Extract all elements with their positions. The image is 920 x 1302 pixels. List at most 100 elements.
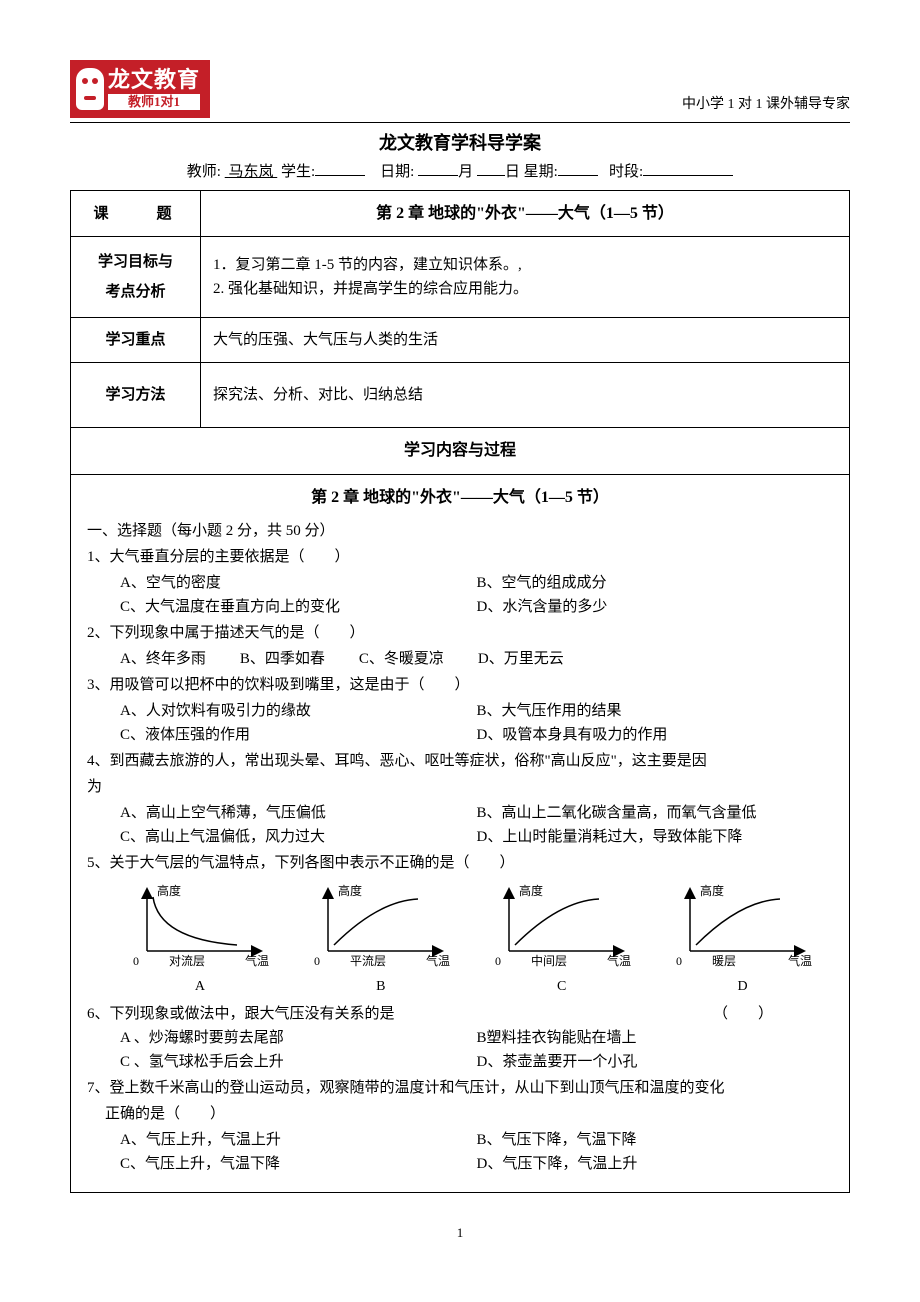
q7-C: C、气压上升，气温下降 [120,1152,477,1176]
q7-A: A、气压上升，气温上升 [120,1128,477,1152]
header-divider [70,122,850,123]
q4-D: D、上山时能量消耗过大，导致体能下降 [477,825,834,849]
q4-A: A、高山上空气稀薄，气压偏低 [120,801,477,825]
topic-value: 第 2 章 地球的"外衣"——大气（1—5 节） [213,201,837,227]
svg-text:暖层: 暖层 [712,954,736,968]
month-unit: 月 [458,164,473,180]
svg-text:高度: 高度 [338,883,362,898]
q7-opts-row2: C、气压上升，气温下降 D、气压下降，气温上升 [87,1152,833,1176]
teacher-label: 教师: [187,164,221,180]
q7-D: D、气压下降，气温上升 [477,1152,834,1176]
content-chapter-title: 第 2 章 地球的"外衣"——大气（1—5 节） [87,485,833,511]
q1-D: D、水汽含量的多少 [477,595,834,619]
svg-text:高度: 高度 [519,883,543,898]
q4-C: C、高山上气温偏低，风力过大 [120,825,477,849]
month-blank [418,175,458,176]
q5-chart-letter: D [738,976,748,998]
q4-B: B、高山上二氧化碳含量高，而氧气含量低 [477,801,834,825]
method-label: 学习方法 [71,363,201,428]
logo-main: 龙文教育 [108,68,200,92]
q1-C: C、大气温度在垂直方向上的变化 [120,595,477,619]
period-label: 时段: [609,164,643,180]
svg-text:0: 0 [314,954,320,968]
svg-text:气温: 气温 [245,953,269,968]
page-number: 1 [70,1223,850,1244]
svg-text:对流层: 对流层 [169,954,205,968]
q6-paren: （ ） [713,1002,773,1026]
q1-B: B、空气的组成成分 [477,571,834,595]
q6-stem-row: 6、下列现象或做法中，跟大气压没有关系的是 （ ） [87,1002,833,1026]
content-cell: 第 2 章 地球的"外衣"——大气（1—5 节） 一、选择题（每小题 2 分，共… [71,474,850,1192]
q5-chart-letter: C [557,976,566,998]
q2-A: A、终年多雨 [120,647,206,671]
weekday-blank [558,175,598,176]
q5-chart-letter: B [376,976,385,998]
info-table: 课 题 第 2 章 地球的"外衣"——大气（1—5 节） 学习目标与考点分析 1… [70,190,850,1193]
q6-opts-row1: A 、炒海螺时要剪去尾部 B塑料挂衣钩能贴在墙上 [87,1026,833,1050]
q3-stem: 3、用吸管可以把杯中的饮料吸到嘴里，这是由于（ ） [87,673,833,697]
svg-text:0: 0 [495,954,501,968]
q7-opts-row1: A、气压上升，气温上升 B、气压下降，气温下降 [87,1128,833,1152]
q2-D: D、万里无云 [478,647,564,671]
q3-D: D、吸管本身具有吸力的作用 [477,723,834,747]
method-value: 探究法、分析、对比、归纳总结 [201,363,850,428]
q5-chart-D: 高度 气温 0 暖层 D [668,883,818,998]
q4-opts-row1: A、高山上空气稀薄，气压偏低 B、高山上二氧化碳含量高，而氧气含量低 [87,801,833,825]
svg-text:高度: 高度 [700,883,724,898]
q4-stem-a: 4、到西藏去旅游的人，常出现头晕、耳鸣、恶心、呕吐等症状，俗称"高山反应"，这主… [87,749,833,773]
svg-text:0: 0 [133,954,139,968]
section1-header: 一、选择题（每小题 2 分，共 50 分） [87,519,833,543]
goal-label: 学习目标与考点分析 [71,237,201,318]
svg-text:中间层: 中间层 [531,953,567,968]
student-blank [315,175,365,176]
q5-chart-C: 高度 气温 0 中间层 C [487,883,637,998]
logo-sub: 教师1对1 [108,94,200,110]
focus-label: 学习重点 [71,318,201,363]
page: 龙文教育 教师1对1 中小学 1 对 1 课外辅导专家 龙文教育学科导学案 教师… [0,0,920,1284]
svg-text:平流层: 平流层 [350,954,386,968]
q1-stem: 1、大气垂直分层的主要依据是（ ） [87,545,833,569]
q3-B: B、大气压作用的结果 [477,699,834,723]
goal-cell: 1．复习第二章 1-5 节的内容，建立知识体系。, 2. 强化基础知识，并提高学… [201,237,850,318]
svg-text:0: 0 [676,954,682,968]
q3-C: C、液体压强的作用 [120,723,477,747]
focus-value: 大气的压强、大气压与人类的生活 [201,318,850,363]
q7-B: B、气压下降，气温下降 [477,1128,834,1152]
q1-opts-row1: A、空气的密度 B、空气的组成成分 [87,571,833,595]
q5-chart-A: 高度 气温 0 对流层 A [125,883,275,998]
svg-text:高度: 高度 [157,883,181,898]
q7-stem-a: 7、登上数千米高山的登山运动员，观察随带的温度计和气压计，从山下到山顶气压和温度… [87,1076,833,1100]
q1-A: A、空气的密度 [120,571,477,595]
doc-title: 龙文教育学科导学案 [70,129,850,158]
q4-stem-b: 为 [87,775,833,799]
q4-opts-row2: C、高山上气温偏低，风力过大 D、上山时能量消耗过大，导致体能下降 [87,825,833,849]
q7-stem-b: 正确的是（ ） [87,1102,833,1126]
q2-opts: A、终年多雨 B、四季如春 C、冬暖夏凉 D、万里无云 [87,647,833,671]
q6-B: B塑料挂衣钩能贴在墙上 [477,1026,834,1050]
q6-A: A 、炒海螺时要剪去尾部 [120,1026,477,1050]
period-blank [643,175,733,176]
q5-stem: 5、关于大气层的气温特点，下列各图中表示不正确的是（ ） [87,851,833,875]
q6-D: D、茶壶盖要开一个小孔 [477,1050,834,1074]
q6-opts-row2: C 、氢气球松手后会上升 D、茶壶盖要开一个小孔 [87,1050,833,1074]
svg-text:气温: 气温 [607,953,631,968]
topic-cell: 第 2 章 地球的"外衣"——大气（1—5 节） [201,190,850,237]
goal-line1: 1．复习第二章 1-5 节的内容，建立知识体系。, [213,253,837,277]
header-row: 龙文教育 教师1对1 中小学 1 对 1 课外辅导专家 [70,60,850,118]
date-label: 日期: [380,164,414,180]
q5-charts: 高度 气温 0 对流层 A 高度 气温 0 平流层 B 高度 气温 0 中间层 … [87,883,833,998]
topic-label: 课 题 [71,190,201,237]
day-unit: 日 [505,164,520,180]
q6-stem: 6、下列现象或做法中，跟大气压没有关系的是 [87,1002,395,1026]
q3-A: A、人对饮料有吸引力的缘故 [120,699,477,723]
brand-logo: 龙文教育 教师1对1 [70,60,210,118]
q2-stem: 2、下列现象中属于描述天气的是（ ） [87,621,833,645]
teacher-name: 马东岚 [225,164,278,180]
q5-chart-B: 高度 气温 0 平流层 B [306,883,456,998]
logo-face-icon [76,68,104,110]
weekday-label: 星期: [524,164,558,180]
goal-line2: 2. 强化基础知识，并提高学生的综合应用能力。 [213,277,837,301]
q2-C: C、冬暖夏凉 [359,647,444,671]
day-blank [477,175,505,176]
meta-line: 教师: 马东岚 学生: 日期: 月 日 星期: 时段: [70,160,850,184]
